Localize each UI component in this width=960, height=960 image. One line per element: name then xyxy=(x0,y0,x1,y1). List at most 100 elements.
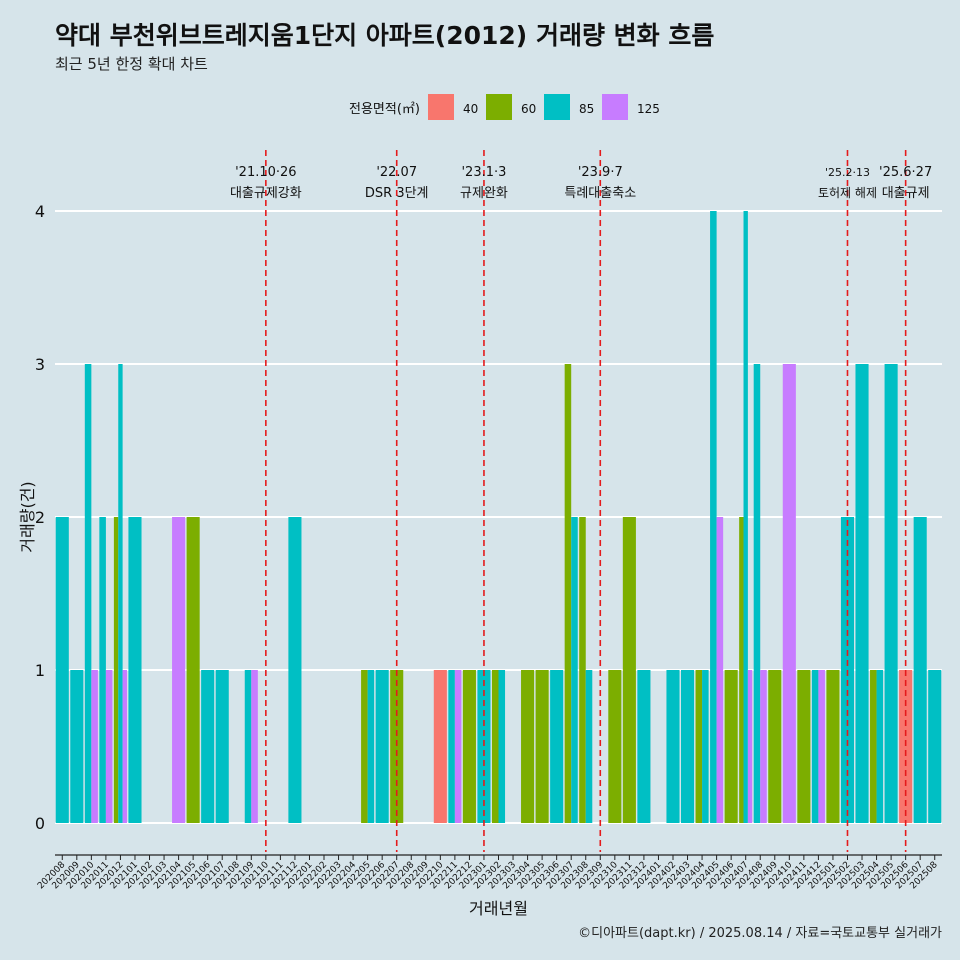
bar-60-202302 xyxy=(491,670,499,823)
legend-swatch-125 xyxy=(602,94,628,120)
bar-85-202408 xyxy=(753,364,761,823)
y-tick-label: 1 xyxy=(35,661,45,680)
bar-125-202407 xyxy=(747,670,753,823)
bar-60-202207 xyxy=(390,670,404,823)
bar-125-202104 xyxy=(172,517,186,823)
bar-85-202008 xyxy=(55,517,69,823)
bar-60-202307 xyxy=(564,364,572,823)
bar-85-202405 xyxy=(710,211,717,823)
chart-title: 약대 부천위브트레지움1단지 아파트(2012) 거래량 변화 흐름 xyxy=(55,21,715,50)
y-tick-label: 0 xyxy=(35,814,45,833)
bar-85-202505 xyxy=(884,364,898,823)
bar-85-202307 xyxy=(571,517,578,823)
bar-85-202407 xyxy=(743,211,748,823)
bar-85-202109 xyxy=(244,670,252,823)
bar-60-202504 xyxy=(870,670,877,823)
bar-85-202507 xyxy=(913,517,927,823)
event-date: '21.10·26 xyxy=(235,165,296,180)
y-axis: 0 1 2 3 4 거래량(건) xyxy=(18,202,45,833)
x-axis: 2020082020092020102020112020122021012021… xyxy=(36,854,942,918)
legend-label-40: 40 xyxy=(463,102,478,116)
bar-125-202012 xyxy=(122,670,127,823)
bar-60-202212 xyxy=(462,670,476,823)
legend-swatch-60 xyxy=(486,94,512,120)
bar-85-202206 xyxy=(375,670,389,823)
bar-125-202109 xyxy=(251,670,258,823)
bar-60-202409 xyxy=(768,670,782,823)
event-date: '25.2·13 xyxy=(825,166,870,179)
bar-85-202302 xyxy=(498,670,506,823)
bar-85-202101 xyxy=(128,517,142,823)
event-date: '25.6·27 xyxy=(879,165,932,180)
bar-85-202011 xyxy=(99,517,106,823)
bar-125-202408 xyxy=(760,670,767,823)
source-caption: ©디아파트(dapt.kr) / 2025.08.14 / 자료=국토교통부 실… xyxy=(578,926,942,941)
bar-125-202410 xyxy=(782,364,796,823)
bar-125-202010 xyxy=(91,670,98,823)
bar-60-202304 xyxy=(521,670,535,823)
bar-85-202503 xyxy=(855,364,869,823)
bar-85-202112 xyxy=(288,517,302,823)
bar-125-202211 xyxy=(454,670,462,823)
bar-85-202107 xyxy=(215,670,229,823)
bar-60-202411 xyxy=(797,670,811,823)
event-date: '22.07 xyxy=(376,165,417,180)
event-date: '23.9·7 xyxy=(578,165,623,180)
bar-85-202306 xyxy=(550,670,564,823)
bar-60-202308 xyxy=(579,517,586,823)
bar-85-202211 xyxy=(448,670,455,823)
bar-60-202105 xyxy=(186,517,200,823)
bar-125-202405 xyxy=(716,517,724,823)
bar-85-202312 xyxy=(637,670,651,823)
bar-60-202311 xyxy=(622,517,636,823)
bar-60-202407 xyxy=(739,517,744,823)
chart-subtitle: 최근 5년 한정 확대 차트 xyxy=(55,55,208,73)
bar-85-202412 xyxy=(811,670,819,823)
bar-85-202012 xyxy=(118,364,123,823)
legend-title: 전용면적(㎡) xyxy=(349,102,420,117)
bar-40-202210 xyxy=(433,670,447,823)
event-date: '23.1·3 xyxy=(461,165,506,180)
bar-85-202301 xyxy=(477,670,491,823)
bar-85-202106 xyxy=(201,670,215,823)
bar-85-202403 xyxy=(680,670,695,823)
bar-60-202205 xyxy=(361,670,368,823)
event-label: DSR 3단계 xyxy=(365,186,429,201)
event-label: 특례대출축소 xyxy=(564,186,636,201)
event-label: 대출규제 xyxy=(882,186,930,201)
bar-85-202009 xyxy=(70,670,84,823)
bar-60-202012 xyxy=(113,517,119,823)
bar-85-202205 xyxy=(367,670,375,823)
event-annotations: '21.10·26 대출규제강화 '22.07 DSR 3단계 '23.1·3 규제완화 '… xyxy=(230,150,932,852)
bar-85-202504 xyxy=(876,670,884,823)
bar-85-202404 xyxy=(702,670,709,823)
bar-60-202310 xyxy=(608,670,622,823)
bar-60-202305 xyxy=(535,670,549,823)
bar-125-202011 xyxy=(105,670,113,823)
y-axis-label: 거래량(건) xyxy=(18,481,37,552)
bar-85-202308 xyxy=(585,670,593,823)
bar-85-202010 xyxy=(84,364,92,823)
event-label: 대출규제강화 xyxy=(230,186,302,201)
legend-label-60: 60 xyxy=(521,102,536,116)
legend-label-85: 85 xyxy=(579,102,594,116)
bar-60-202404 xyxy=(695,670,703,823)
bar-85-202508 xyxy=(928,670,942,823)
legend-swatch-40 xyxy=(428,94,454,120)
y-tick-label: 3 xyxy=(35,355,45,374)
legend: 전용면적(㎡) 40 60 85 125 xyxy=(349,94,660,120)
event-label: 토허제 해제 xyxy=(818,186,877,200)
event-label: 규제완화 xyxy=(460,186,508,201)
bars xyxy=(55,211,942,823)
bar-40-202506 xyxy=(899,670,913,823)
bar-85-202402 xyxy=(666,670,680,823)
bar-125-202412 xyxy=(818,670,825,823)
legend-swatch-85 xyxy=(544,94,570,120)
bar-60-202406 xyxy=(724,670,738,823)
y-tick-label: 2 xyxy=(35,508,45,527)
legend-label-125: 125 xyxy=(637,102,660,116)
x-axis-label: 거래년월 xyxy=(469,899,528,918)
bar-60-202501 xyxy=(826,670,840,823)
y-tick-label: 4 xyxy=(35,202,45,221)
